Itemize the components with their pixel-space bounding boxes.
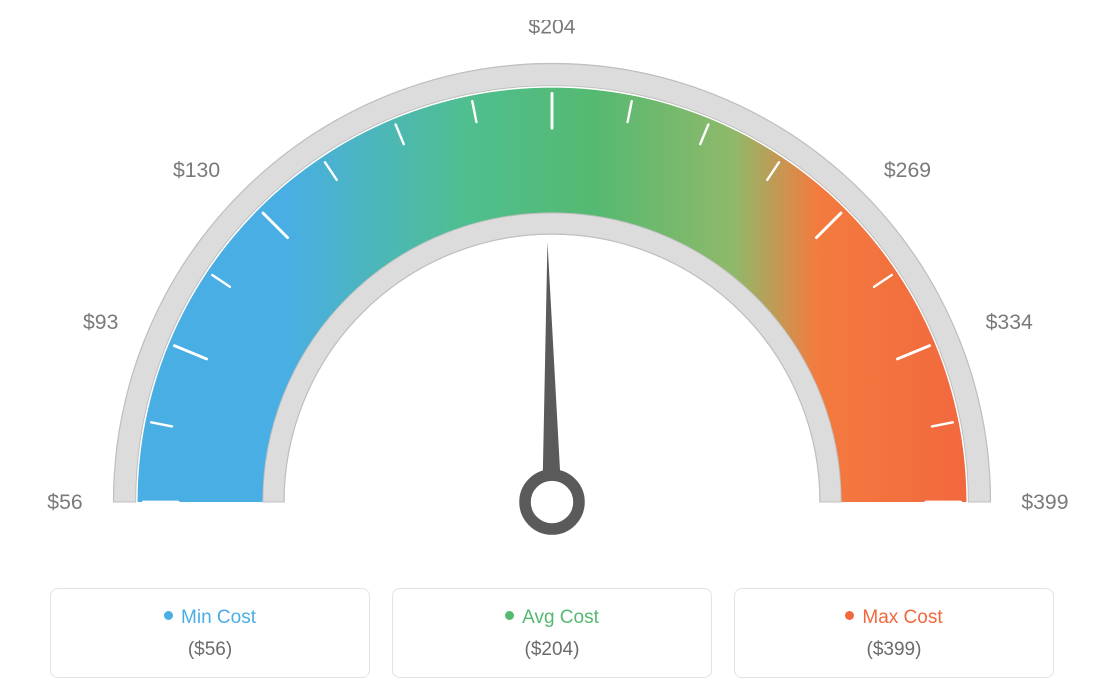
legend-avg-value: ($204) xyxy=(393,639,711,661)
gauge-chart: $56 $93 $130 $204 $269 $334 $399 xyxy=(20,20,1084,560)
legend-max-label: Max Cost xyxy=(862,607,942,628)
legend-min-box: Min Cost ($56) xyxy=(50,588,370,678)
svg-text:$399: $399 xyxy=(1021,491,1068,514)
svg-text:$269: $269 xyxy=(884,159,931,182)
legend-max-title: Max Cost xyxy=(735,607,1053,629)
legend-avg-title: Avg Cost xyxy=(393,607,711,629)
legend-avg-box: Avg Cost ($204) xyxy=(392,588,712,678)
svg-text:$56: $56 xyxy=(47,491,82,514)
svg-text:$130: $130 xyxy=(173,159,220,182)
svg-text:$93: $93 xyxy=(83,311,118,334)
dot-icon xyxy=(505,611,514,620)
legend-max-box: Max Cost ($399) xyxy=(734,588,1054,678)
gauge-container: $56 $93 $130 $204 $269 $334 $399 xyxy=(20,20,1084,560)
legend-max-value: ($399) xyxy=(735,639,1053,661)
legend-min-title: Min Cost xyxy=(51,607,369,629)
legend-min-label: Min Cost xyxy=(181,607,256,628)
svg-text:$204: $204 xyxy=(528,20,575,39)
dot-icon xyxy=(845,611,854,620)
svg-text:$334: $334 xyxy=(986,311,1033,334)
dot-icon xyxy=(164,611,173,620)
legend-avg-label: Avg Cost xyxy=(522,607,599,628)
legend-min-value: ($56) xyxy=(51,639,369,661)
legend-row: Min Cost ($56) Avg Cost ($204) Max Cost … xyxy=(20,588,1084,678)
